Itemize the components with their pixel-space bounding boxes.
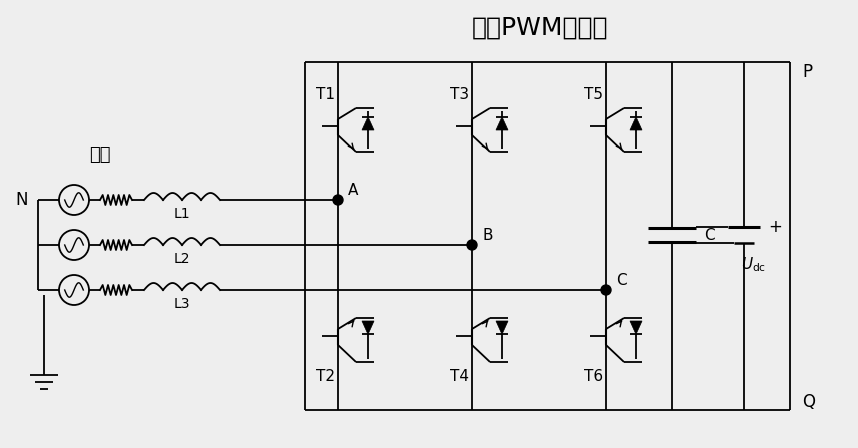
Circle shape — [333, 195, 343, 205]
Circle shape — [467, 240, 477, 250]
Text: L1: L1 — [173, 207, 190, 221]
Text: $U_{\rm dc}$: $U_{\rm dc}$ — [741, 256, 766, 274]
Text: T4: T4 — [450, 369, 469, 383]
Polygon shape — [630, 321, 642, 334]
Text: T1: T1 — [317, 86, 335, 102]
Text: C: C — [704, 228, 715, 242]
Polygon shape — [630, 116, 642, 130]
Text: T2: T2 — [317, 369, 335, 383]
Text: L2: L2 — [174, 252, 190, 266]
Text: Q: Q — [802, 393, 815, 411]
Text: N: N — [15, 191, 28, 209]
Text: T5: T5 — [584, 86, 603, 102]
Polygon shape — [362, 321, 374, 334]
Polygon shape — [496, 116, 508, 130]
Circle shape — [601, 285, 611, 295]
Text: 三相PWM变流器: 三相PWM变流器 — [472, 16, 608, 40]
Text: T6: T6 — [584, 369, 603, 383]
Text: B: B — [482, 228, 492, 242]
Text: +: + — [768, 218, 782, 236]
Text: T3: T3 — [450, 86, 469, 102]
Text: 电网: 电网 — [89, 146, 111, 164]
Text: P: P — [802, 63, 813, 81]
Text: L3: L3 — [174, 297, 190, 311]
Text: A: A — [348, 182, 359, 198]
Text: C: C — [616, 272, 626, 288]
Polygon shape — [362, 116, 374, 130]
Polygon shape — [496, 321, 508, 334]
